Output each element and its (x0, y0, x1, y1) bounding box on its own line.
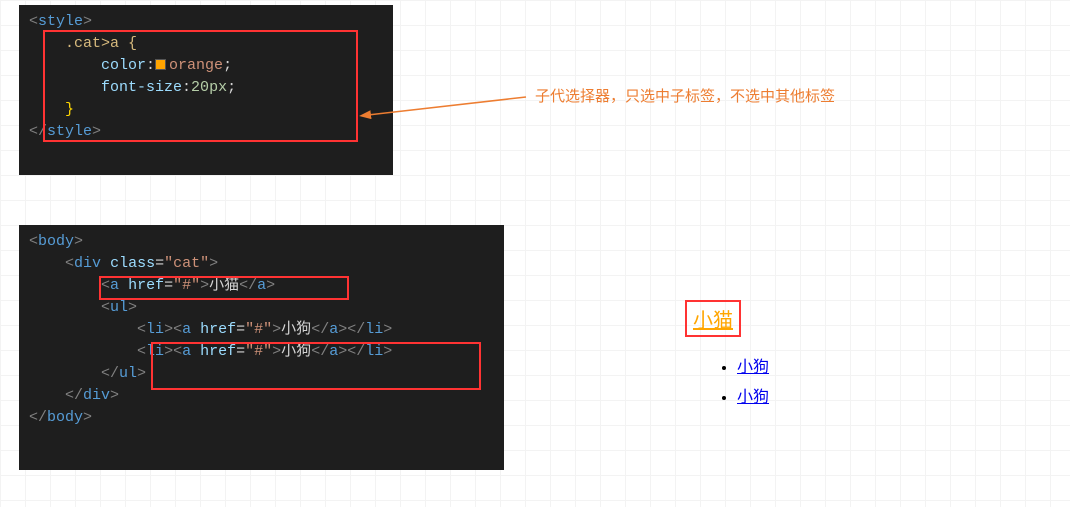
css-close-brace: } (65, 101, 74, 118)
list-item: 小狗 (737, 383, 769, 407)
style-open-tag: style (38, 13, 83, 30)
text-cat: 小猫 (209, 277, 239, 294)
rendered-dog-link-1[interactable]: 小狗 (737, 359, 769, 376)
rendered-dog-list: 小狗 小狗 (685, 353, 769, 407)
color-swatch-icon (155, 59, 166, 70)
attr-class: class (110, 255, 155, 272)
text-dog-1: 小狗 (281, 321, 311, 338)
attr-href-val: "#" (173, 277, 200, 294)
li-tag: li (146, 321, 164, 338)
attr-class-val: "cat" (164, 255, 209, 272)
body-code-block: <body> <div class="cat"> <a href="#">小猫<… (19, 225, 504, 470)
a-tag: a (110, 277, 119, 294)
annotation-text: 子代选择器，只选中子标签，不选中其他标签 (535, 85, 835, 106)
div-tag: div (74, 255, 101, 272)
attr-href-2: href (200, 321, 236, 338)
list-item: 小狗 (737, 353, 769, 377)
attr-href: href (128, 277, 164, 294)
style-code-block: <style> .cat>a { color:orange; font-size… (19, 5, 393, 175)
css-prop-fontsize: font-size (101, 79, 182, 96)
ul-tag: ul (110, 299, 128, 316)
attr-href-val-3: "#" (245, 343, 272, 360)
a-tag-2: a (182, 321, 191, 338)
rendered-output: 小猫 小狗 小狗 (685, 300, 769, 413)
css-unit-px: px (209, 79, 227, 96)
text-dog-2: 小狗 (281, 343, 311, 360)
rendered-dog-link-2[interactable]: 小狗 (737, 389, 769, 406)
attr-href-val-2: "#" (245, 321, 272, 338)
css-val-20: 20 (191, 79, 209, 96)
css-prop-color: color (101, 57, 146, 74)
attr-href-3: href (200, 343, 236, 360)
css-selector: .cat>a { (65, 35, 137, 52)
css-val-orange: orange (169, 57, 223, 74)
rendered-cat-link[interactable]: 小猫 (685, 300, 741, 337)
style-close-tag: style (47, 123, 92, 140)
